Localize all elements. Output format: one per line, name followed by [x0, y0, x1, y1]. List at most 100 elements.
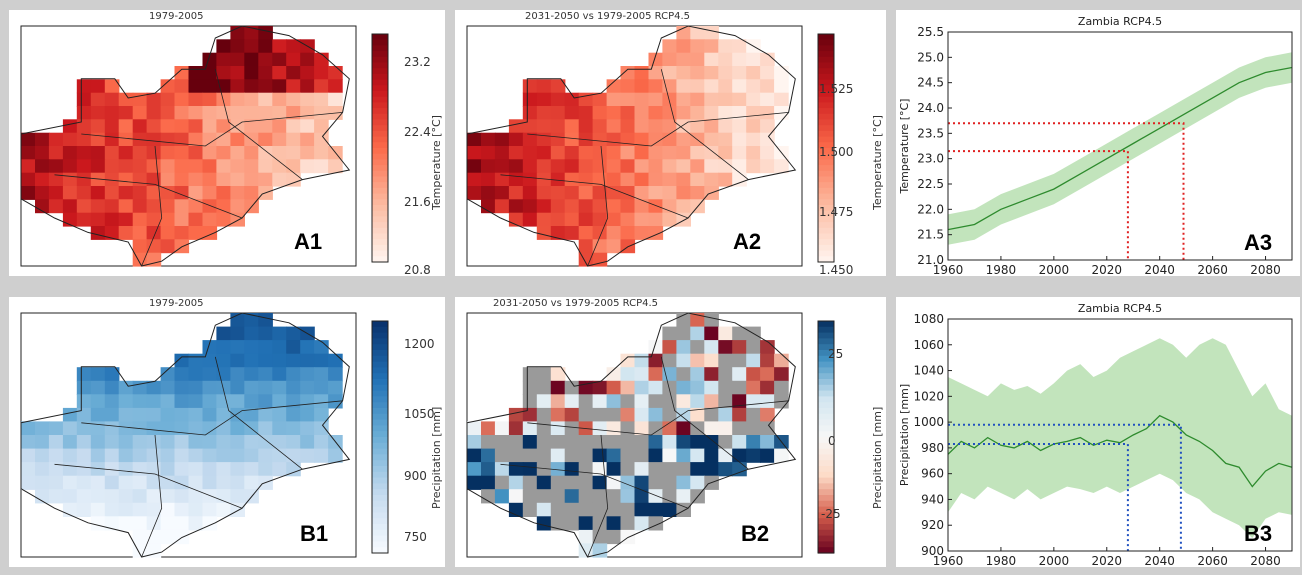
colorbar-segment [372, 153, 388, 160]
colorbar-segment [372, 454, 388, 461]
grid-cell [146, 543, 162, 558]
grid-cell [286, 92, 301, 107]
grid-cell [146, 92, 162, 107]
grid-cell [578, 159, 594, 174]
colorbar-segment [372, 96, 388, 103]
grid-cell [634, 475, 650, 490]
colorbar-tick: 21.6 [404, 195, 431, 209]
grid-cell [160, 435, 176, 450]
grid-cell [508, 146, 524, 160]
grid-cell [216, 106, 231, 120]
y-tick-label: 1060 [913, 338, 944, 352]
grid-cell [592, 159, 608, 174]
grid-cell [676, 353, 691, 368]
grid-cell [522, 92, 538, 107]
grid-cell [746, 66, 761, 80]
grid-cell [578, 435, 594, 450]
grid-cell [104, 159, 120, 174]
grid-cell [160, 367, 176, 382]
grid-cell [592, 394, 608, 409]
grid-cell [216, 66, 231, 80]
grid-cell [230, 79, 245, 94]
colorbar-segment [372, 73, 388, 81]
grid-cell [550, 186, 566, 200]
grid-cell [592, 543, 608, 558]
province-border [527, 400, 789, 436]
grid-cell [536, 448, 552, 463]
grid-cell [272, 92, 287, 107]
grid-cell [481, 159, 496, 174]
y-tick-label: 1020 [913, 389, 944, 403]
grid-cell [592, 421, 608, 436]
colorbar-segment [818, 326, 834, 334]
colorbar-segment [818, 460, 834, 467]
grid-cell [606, 502, 622, 517]
grid-cell [690, 448, 705, 463]
panel-title: 2031-2050 vs 1979-2005 RCP4.5 [493, 298, 659, 309]
grid-cell [620, 66, 636, 80]
colorbar-frame [371, 33, 389, 263]
grid-cell [132, 407, 148, 423]
grid-cell [592, 502, 608, 517]
grid-cell [104, 212, 120, 227]
grid-cell [258, 421, 273, 436]
province-border [54, 174, 243, 219]
grid-cell [160, 199, 176, 214]
grid-cell [704, 367, 719, 382]
grid-cell [676, 421, 691, 436]
grid-cell [634, 106, 650, 120]
y-tick-label: 24.5 [917, 76, 944, 90]
grid-cell [188, 367, 204, 382]
grid-cell [550, 119, 566, 134]
grid-cell [564, 516, 580, 531]
grid-cell [174, 367, 190, 382]
grid-cell [35, 172, 50, 187]
grid-cell [690, 146, 705, 160]
colorbar-segment [372, 182, 388, 189]
colorbar-segment [818, 338, 834, 345]
grid-cell [202, 186, 218, 200]
grid-cell [732, 326, 747, 341]
grid-cell [286, 52, 301, 67]
grid-cell [188, 475, 204, 490]
grid-cell [634, 199, 650, 214]
colorbar-label: Temperature [°C] [430, 115, 443, 210]
colorbar-segment [818, 483, 834, 490]
grid-cell [620, 380, 636, 395]
grid-cell [188, 462, 204, 477]
grid-cell [230, 146, 245, 160]
colorbar-segment [818, 56, 834, 64]
grid-cell [481, 172, 496, 187]
grid-cell [160, 79, 176, 94]
grid-cell [481, 146, 496, 160]
grid-cell [606, 186, 622, 200]
grid-cell [90, 435, 106, 450]
grid-cell [550, 380, 566, 395]
grid-cell [174, 79, 190, 94]
grid-cell [146, 199, 162, 214]
grid-cell [21, 448, 36, 463]
grid-cell [606, 92, 622, 107]
colorbar-segment [372, 62, 388, 69]
grid-cell [230, 39, 245, 54]
grid-cell [188, 172, 204, 187]
grid-cell [48, 475, 64, 490]
grid-cell [230, 380, 245, 395]
colorbar-segment [372, 460, 388, 467]
grid-cell [90, 448, 106, 463]
colorbar-segment [818, 244, 834, 252]
grid-cell [300, 394, 315, 409]
colorbar-segment [818, 321, 834, 328]
grid-cell [676, 367, 691, 382]
grid-cell [258, 367, 273, 382]
grid-cell [536, 172, 552, 187]
colorbar-segment [372, 148, 388, 155]
grid-cell [90, 421, 106, 436]
colorbar-segment [818, 448, 834, 455]
grid-cell [662, 340, 677, 355]
grid-cell [662, 448, 677, 463]
colorbar-tick: 0 [828, 434, 836, 448]
grid-cell [467, 435, 482, 450]
grid-cell [286, 367, 301, 382]
y-tick-label: 960 [921, 467, 944, 481]
